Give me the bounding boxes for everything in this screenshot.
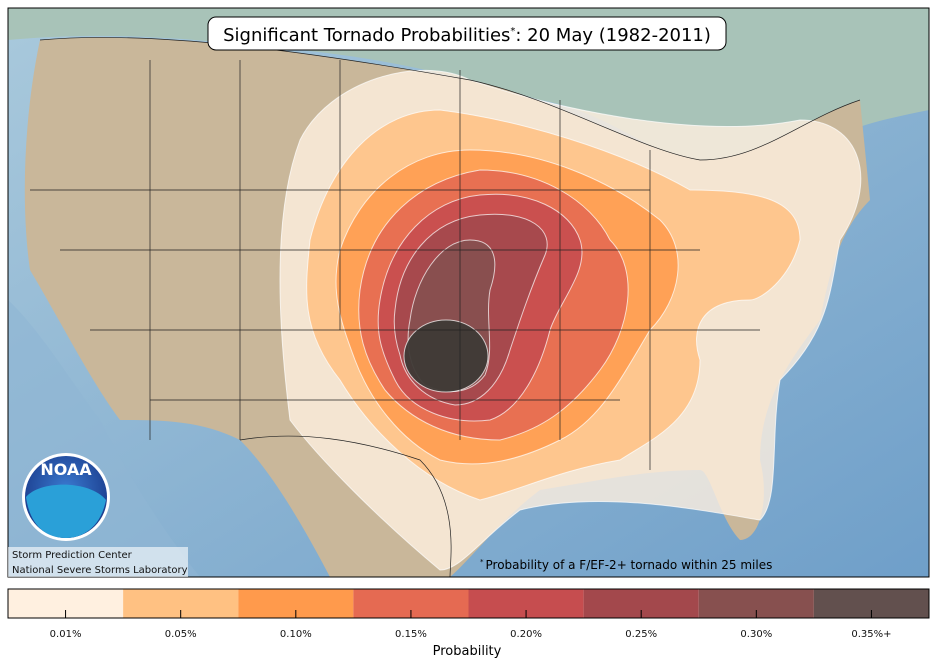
logo-wave — [26, 484, 106, 538]
colorbar-frame — [7, 588, 930, 619]
colorbar: 0.01% 0.05% 0.10% 0.15% 0.20% 0.25% 0.30% 0.35%… — [7, 588, 930, 640]
logo-text: NOAA — [40, 460, 92, 479]
footnote-mark: * — [480, 558, 484, 566]
credits-box — [8, 547, 188, 577]
state-borders — [30, 37, 861, 577]
credit: Storm Prediction Center — [12, 550, 133, 561]
colorbar-label: 0.35%+ — [851, 629, 891, 640]
probability-contours — [279, 69, 862, 571]
credit: National Severe Storms Laboratory — [12, 565, 188, 576]
colorbar-label: 0.25% — [625, 629, 657, 640]
title-mark: * — [510, 26, 515, 37]
footnote: * Probability of a F/EF-2+ tornado within… — [480, 558, 772, 572]
legend-title: Probability — [433, 644, 502, 659]
title-rest: : 20 May (1982-2011) — [515, 25, 711, 46]
title-box — [207, 16, 727, 51]
footnote-text: Probability of a F/EF-2+ tornado within … — [486, 558, 773, 572]
map-frame — [7, 7, 930, 578]
title: Significant Tornado Probabilities*: 20 M… — [223, 25, 711, 46]
colorbar-label: 0.20% — [510, 629, 542, 640]
colorbar-label: 0.15% — [395, 629, 427, 640]
contour-8 — [403, 319, 489, 393]
colorbar-label: 0.10% — [280, 629, 312, 640]
colorbar-label: 0.01% — [50, 629, 82, 640]
noaa-logo: NOAA — [22, 453, 110, 541]
colorbar-label: 0.05% — [165, 629, 197, 640]
title-main: Significant Tornado Probabilities — [223, 25, 510, 46]
colorbar-label: 0.30% — [740, 629, 772, 640]
map — [8, 8, 929, 577]
